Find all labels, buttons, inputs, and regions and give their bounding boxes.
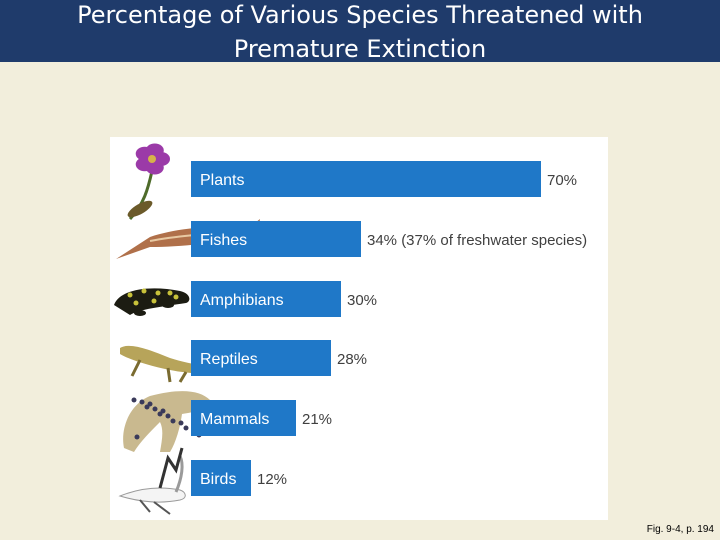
bar-label-fishes: Fishes bbox=[200, 232, 247, 249]
bar-label-mammals: Mammals bbox=[200, 411, 269, 428]
value-label-mammals: 21% bbox=[302, 411, 332, 428]
bar-label-amphibians: Amphibians bbox=[200, 292, 284, 309]
value-label-plants: 70% bbox=[547, 172, 577, 189]
value-label-reptiles: 28% bbox=[337, 351, 367, 368]
figure-caption: Fig. 9-4, p. 194 bbox=[646, 524, 714, 535]
slide-title: Percentage of Various Species Threatened… bbox=[77, 1, 643, 63]
lizard-icon bbox=[120, 345, 296, 383]
leopard-icon bbox=[123, 391, 210, 452]
title-bar: Percentage of Various Species Threatened… bbox=[0, 0, 720, 63]
bar-chart: Plants 70% Fishes 34% (37% of freshwater sp… bbox=[114, 143, 587, 515]
value-label-amphibians: 30% bbox=[347, 292, 377, 309]
bar-amphibians bbox=[191, 281, 341, 317]
chart-figure: Plants 70% Fishes 34% (37% of freshwater sp… bbox=[110, 137, 608, 520]
bar-birds bbox=[191, 460, 251, 496]
bar-label-reptiles: Reptiles bbox=[200, 351, 258, 368]
flower-icon bbox=[127, 143, 170, 221]
bar-fishes bbox=[191, 221, 361, 257]
value-label-fishes: 34% (37% of freshwater species) bbox=[367, 232, 587, 249]
value-label-birds: 12% bbox=[257, 471, 287, 488]
bar-plants bbox=[191, 161, 541, 197]
salamander-icon bbox=[114, 288, 190, 316]
bar-reptiles bbox=[191, 340, 331, 376]
bar-label-plants: Plants bbox=[200, 172, 244, 189]
bar-label-birds: Birds bbox=[200, 471, 236, 488]
bar-mammals bbox=[191, 400, 296, 436]
crane-icon bbox=[118, 447, 186, 515]
